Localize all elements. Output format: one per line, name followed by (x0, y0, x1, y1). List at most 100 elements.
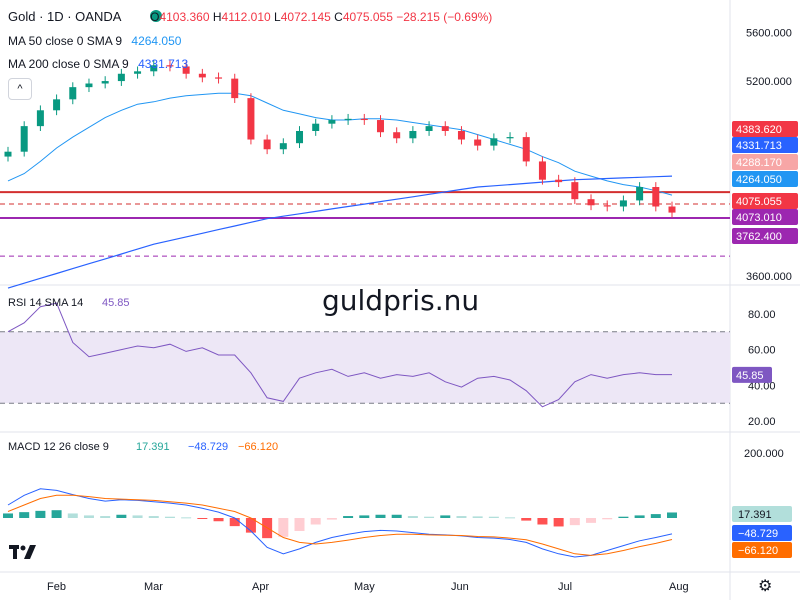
candle-body (198, 73, 206, 78)
candle-body (344, 118, 352, 121)
macd-histogram-bar (521, 518, 532, 521)
macd-histogram-bar (116, 514, 127, 518)
candle-body (69, 87, 77, 100)
ohlc-open: 4103.360 (159, 10, 210, 24)
macd-histogram-bar (537, 518, 548, 525)
candle-body (587, 199, 595, 206)
macd-histogram-bar (35, 510, 46, 518)
macd-value-tag (732, 525, 792, 541)
candle-body (409, 130, 417, 139)
candle-body (117, 73, 125, 82)
candle-body (150, 65, 158, 72)
candle-body (636, 187, 644, 201)
candle-body (312, 123, 320, 131)
macd-value-tag (732, 542, 792, 558)
time-axis-label: Jul (558, 581, 572, 593)
watermark: guldpris.nu (322, 284, 480, 317)
price-tag-bg (732, 171, 798, 187)
macd-histogram-bar (19, 512, 30, 518)
candle-body (571, 182, 579, 200)
macd-legend-name: MACD 12 26 close 9 (8, 441, 109, 453)
macd-histogram-bar (424, 516, 435, 518)
macd-histogram-bar (310, 518, 321, 525)
rsi-band (0, 331, 730, 404)
ma200-legend[interactable]: MA 200 close 0 SMA 9 4331.713 (8, 57, 188, 71)
macd-histogram-bar (132, 515, 143, 518)
macd-histogram-bar (569, 518, 580, 526)
ma200-label: MA 200 close 0 SMA 9 (8, 57, 129, 71)
macd-histogram-bar (343, 516, 354, 518)
rsi-line (7, 302, 672, 408)
candle-body (36, 110, 44, 127)
header-row: Gold · 1D · OANDA O4103.360 H4112.010 L4… (8, 9, 492, 24)
macd-histogram-bar (650, 514, 661, 518)
rsi-value-tag-label: 45.85 (736, 370, 764, 382)
candle-body (247, 98, 255, 140)
symbol-title: Gold · 1D · OANDA (8, 9, 122, 24)
ohlc-low-label: L (274, 10, 281, 24)
macd-histogram-bar (440, 515, 451, 518)
macd-histogram-bar (359, 515, 370, 518)
candle-body (393, 132, 401, 139)
rsi-axis-tick: 40.00 (748, 380, 776, 392)
candle-body (506, 137, 514, 139)
chevron-up-icon: ^ (17, 83, 23, 95)
macd-histogram-bar (488, 516, 499, 518)
macd-histogram-bar (618, 516, 629, 518)
macd-histogram-bar (148, 516, 159, 518)
tradingview-logo-icon[interactable] (8, 541, 38, 563)
candle-body (376, 120, 384, 133)
ma200-value: 4331.713 (138, 57, 189, 71)
macd-value-tag-label: 17.391 (738, 509, 772, 521)
candle-body (231, 78, 239, 99)
macd-histogram-bar (375, 514, 386, 518)
settings-gear-icon[interactable]: ⚙ (758, 578, 773, 595)
macd-signal-line (7, 494, 673, 556)
macd-histogram-bar (667, 512, 677, 518)
candle-body (668, 206, 676, 213)
macd-histogram-bar (3, 513, 13, 518)
macd-value-tag-label: −66.120 (738, 545, 778, 557)
candle-body (555, 179, 563, 183)
candle-body (441, 126, 449, 131)
macd-histogram-bar (407, 516, 418, 518)
time-axis-label: Feb (47, 581, 66, 593)
ma50-line (7, 92, 673, 196)
ma50-label: MA 50 close 0 SMA 9 (8, 34, 123, 48)
collapse-legend-button[interactable]: ^ (8, 78, 32, 100)
time-axis-label: Mar (144, 581, 163, 593)
candle-body (522, 137, 530, 162)
macd-histogram-bar (391, 514, 402, 518)
ohlc-low: 4072.145 (280, 10, 331, 24)
macd-histogram-bar (505, 517, 516, 519)
ma50-legend[interactable]: MA 50 close 0 SMA 9 4264.050 (8, 34, 181, 48)
candle-body (603, 205, 611, 207)
candle-body (182, 66, 190, 74)
macd-histogram-bar (51, 510, 62, 518)
macd-histogram-bar (213, 518, 224, 522)
candle-body (457, 130, 465, 140)
macd-value-tag (732, 506, 792, 522)
candle-body (85, 83, 93, 88)
macd-histogram-bar (553, 518, 564, 527)
candle-body (4, 151, 12, 157)
candle-body (20, 126, 28, 152)
macd-histogram-bar (294, 518, 305, 531)
ohlc-high: 4112.010 (221, 10, 271, 24)
macd-histogram-bar (181, 517, 192, 519)
macd-histogram-bar (197, 518, 208, 519)
candle-body (279, 143, 287, 150)
time-axis-label: Apr (252, 581, 269, 593)
ohlc-high-label: H (212, 10, 222, 24)
rsi-axis-tick: 20.00 (748, 416, 776, 428)
rsi-axis-tick: 60.00 (748, 345, 776, 357)
price-tag-label: 4288.170 (736, 157, 782, 169)
candle-body (263, 139, 271, 150)
macd-legend-value: 17.391 (136, 441, 170, 453)
macd-histogram-bar (326, 518, 337, 520)
visibility-eye-icon[interactable] (150, 10, 162, 22)
price-axis-tick: 5600.000 (746, 27, 792, 39)
macd-legend-value: −48.729 (188, 441, 228, 453)
